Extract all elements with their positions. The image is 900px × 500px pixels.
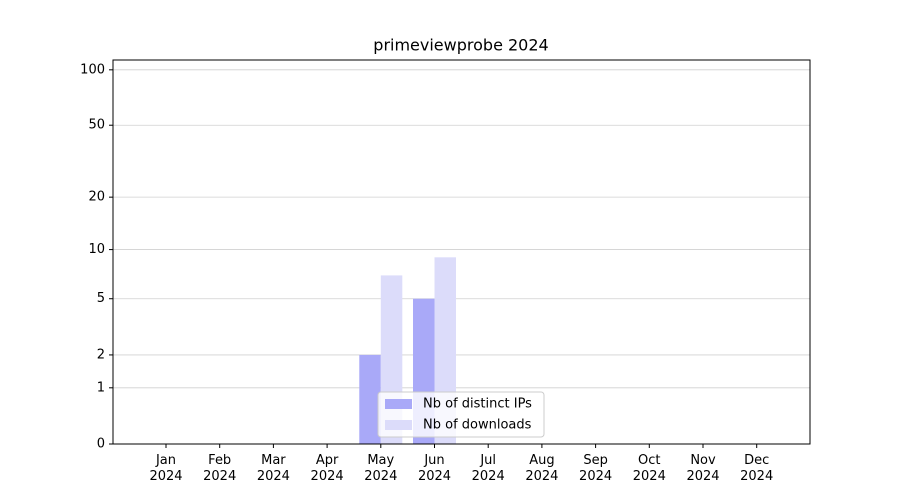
x-tick-label: May 2024 [364,453,398,484]
bar [359,354,381,444]
legend-swatch [385,420,412,430]
legend-swatch [385,399,412,409]
x-tick-label: Jul 2024 [471,453,505,484]
legend-label: Nb of distinct IPs [423,397,532,412]
y-tick-label: 5 [97,291,105,306]
x-tick-label: Jan 2024 [149,453,183,484]
plot-frame [112,59,811,445]
y-tick-label: 1 [97,380,105,395]
x-tick-label: Nov 2024 [686,453,720,484]
y-tick-label: 10 [88,242,105,257]
x-tick-label: Aug 2024 [525,453,559,484]
legend-label: Nb of downloads [423,418,532,433]
y-tick-label: 50 [88,118,105,133]
x-tick-label: Feb 2024 [203,453,237,484]
y-tick-label: 20 [88,190,105,205]
x-tick-label: Apr 2024 [310,453,344,484]
y-tick-label: 100 [80,62,105,77]
x-tick-label: Jun 2024 [417,453,452,484]
x-tick-label: Sep 2024 [579,453,613,484]
x-tick-label: Oct 2024 [632,453,666,484]
legend-box [377,391,545,438]
x-tick-label: Mar 2024 [256,453,290,484]
y-tick-label: 0 [97,437,105,452]
x-tick-label: Dec 2024 [740,453,774,484]
legend: Nb of distinct IPs Nb of downloads [377,391,545,438]
y-tick-label: 2 [97,347,105,362]
chart-title: primeviewprobe 2024 [373,36,548,55]
